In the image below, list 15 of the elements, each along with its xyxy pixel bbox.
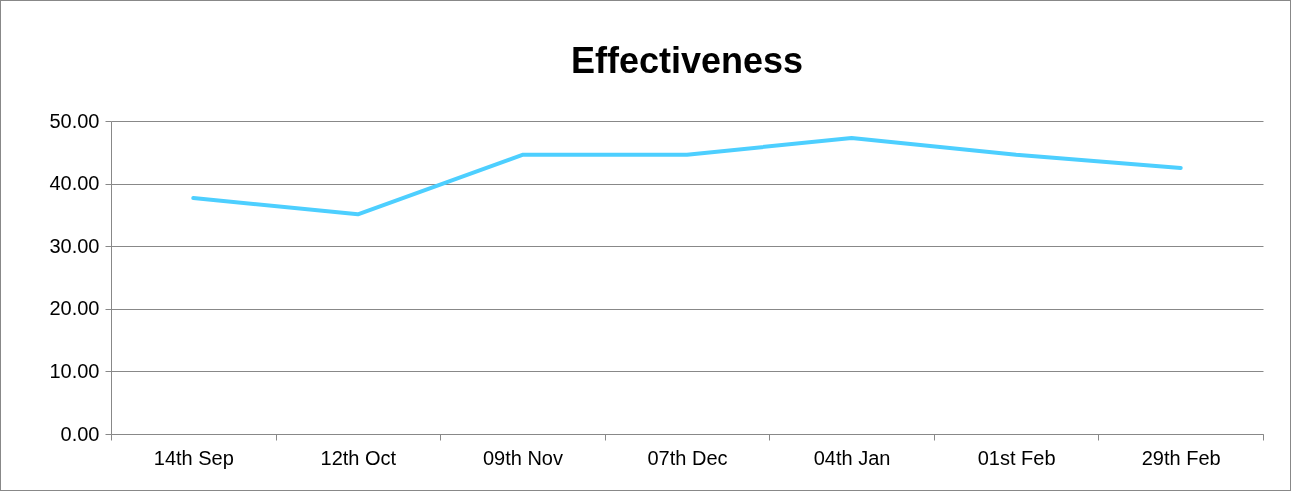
y-tick-label: 30.00 (49, 234, 100, 257)
y-tick-label: 10.00 (49, 359, 100, 382)
x-tick-label: 14th Sep (153, 446, 234, 469)
x-tick-label: 07th Dec (647, 446, 728, 469)
x-tick-label: 12th Oct (320, 446, 397, 469)
x-tick-label: 01st Feb (977, 446, 1056, 469)
y-tick-label: 50.00 (49, 109, 100, 132)
x-tick-label: 09th Nov (482, 446, 563, 469)
y-tick-label: 0.00 (60, 422, 100, 445)
y-tick-label: 20.00 (49, 297, 100, 320)
x-tick-label: 29th Feb (1141, 446, 1221, 469)
chart-title: Effectiveness (570, 40, 804, 81)
line-series (191, 135, 1183, 217)
y-tick-label: 40.00 (49, 172, 100, 195)
x-tick-label: 04th Jan (813, 446, 891, 469)
